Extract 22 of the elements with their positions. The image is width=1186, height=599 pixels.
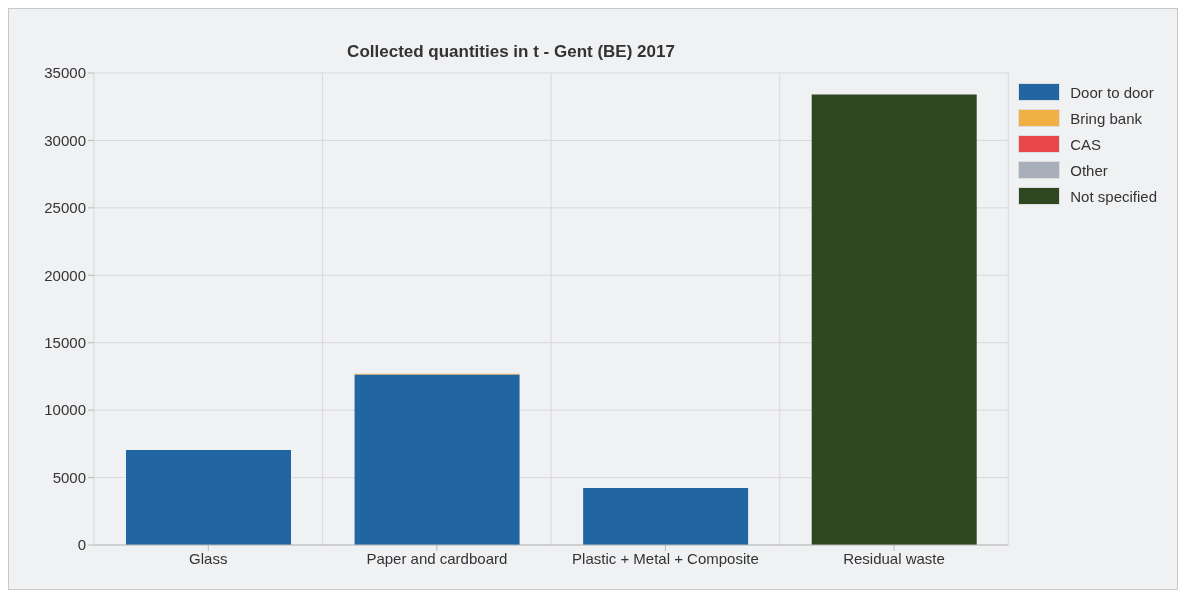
legend-label: Other <box>1069 160 1109 181</box>
y-tick-label: 5000 <box>52 468 86 486</box>
y-tick-label: 10000 <box>44 401 86 419</box>
bar <box>583 487 749 545</box>
x-tick-label: Residual waste <box>843 549 945 567</box>
y-tick-label: 20000 <box>44 266 86 284</box>
y-tick-label: 30000 <box>44 131 86 149</box>
bar <box>811 94 977 545</box>
legend-label: Door to door <box>1069 82 1155 103</box>
bar <box>126 449 291 545</box>
x-tick-label: Glass <box>189 549 228 567</box>
x-tick-label: Paper and cardboard <box>366 549 508 567</box>
chart-title: Collected quantities in t - Gent (BE) 2017 <box>346 42 676 62</box>
legend-label: Bring bank <box>1069 108 1143 129</box>
y-tick-label: 35000 <box>44 64 86 82</box>
y-tick-label: 15000 <box>44 334 86 352</box>
y-tick-label: 25000 <box>44 199 86 217</box>
legend-label: CAS <box>1069 134 1103 155</box>
legend-label: Not specified <box>1069 186 1157 207</box>
bar <box>354 374 520 545</box>
x-tick-label: Plastic + Metal + Composite <box>572 549 759 567</box>
y-tick-label: 0 <box>77 536 86 554</box>
